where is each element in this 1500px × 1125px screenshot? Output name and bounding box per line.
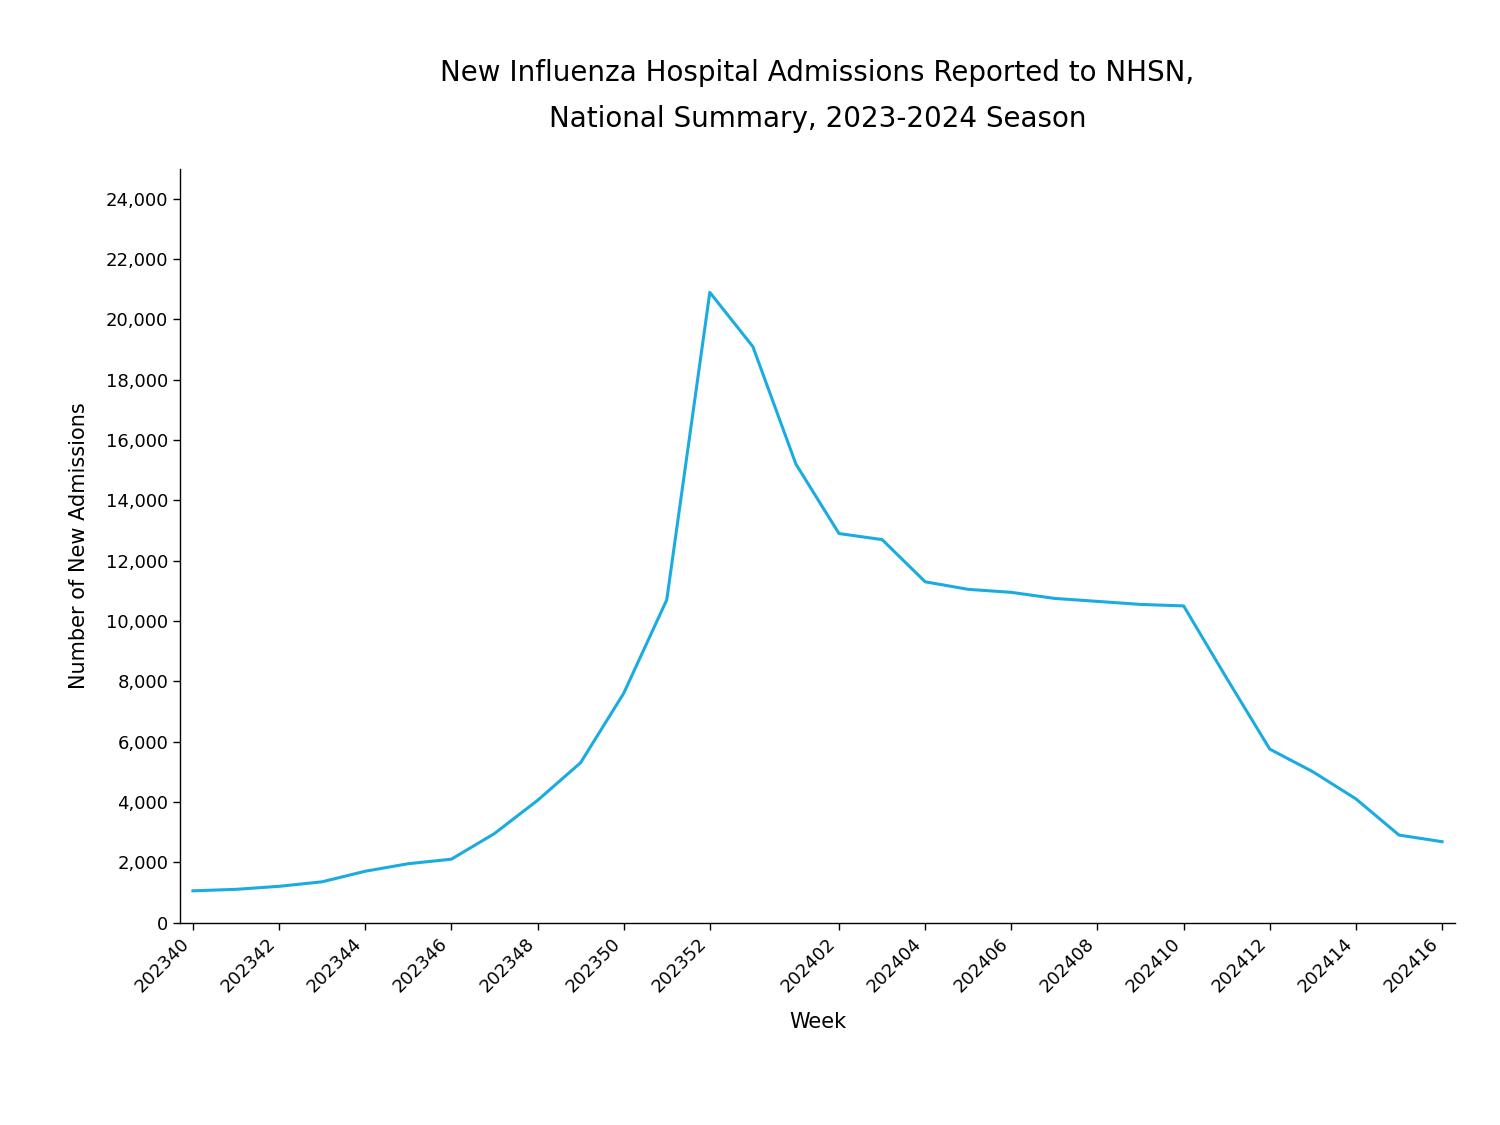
Y-axis label: Number of New Admissions: Number of New Admissions bbox=[69, 403, 88, 688]
Title: New Influenza Hospital Admissions Reported to NHSN,
National Summary, 2023-2024 : New Influenza Hospital Admissions Report… bbox=[441, 60, 1194, 133]
X-axis label: Week: Week bbox=[789, 1012, 846, 1033]
